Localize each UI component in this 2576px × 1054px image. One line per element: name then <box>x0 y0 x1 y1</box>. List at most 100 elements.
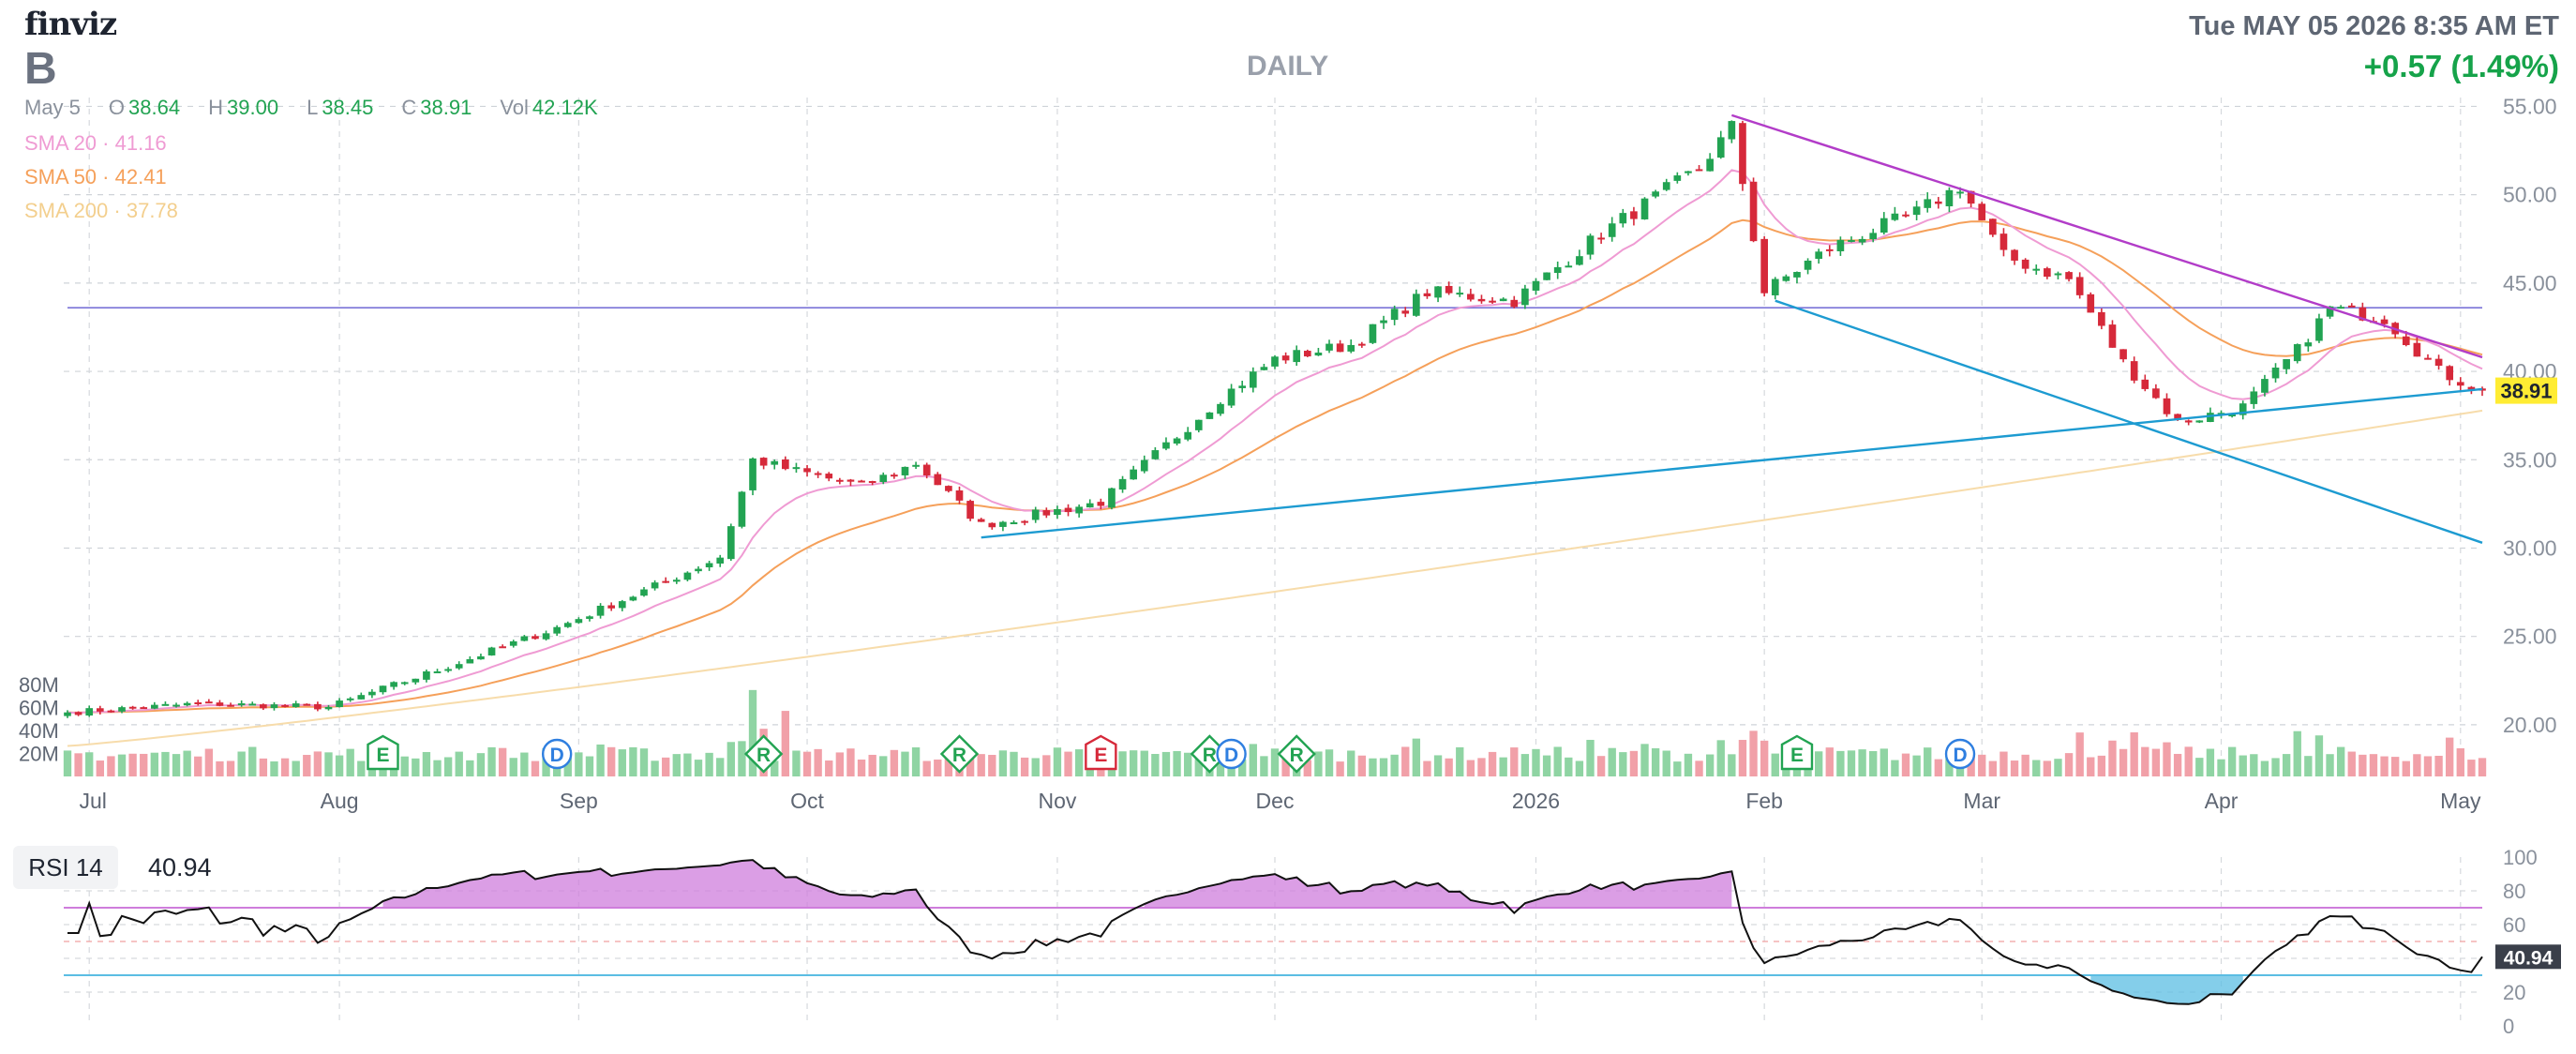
candle-body <box>1314 353 1323 356</box>
volume-bar <box>2478 758 2487 776</box>
volume-bar <box>1173 750 1181 776</box>
volume-bar <box>1542 755 1551 776</box>
volume-bar <box>1891 760 1899 776</box>
volume-bar <box>443 757 453 776</box>
candle <box>1836 236 1845 256</box>
candle-body <box>738 491 746 527</box>
volume-bar <box>1596 756 1606 776</box>
candle-body <box>379 685 387 693</box>
candle-body <box>2195 420 2204 423</box>
event-marker-rating[interactable]: R <box>1277 734 1316 774</box>
candle-body <box>1227 388 1236 406</box>
candle <box>455 661 463 670</box>
candle-body <box>1162 442 1170 449</box>
sma50-legend[interactable]: SMA 50 · 42.41 <box>24 165 167 188</box>
rating-icon <box>1277 734 1316 774</box>
volume-bar <box>2075 732 2084 776</box>
candle <box>1293 345 1301 367</box>
candle-body <box>2283 359 2290 369</box>
volume-bar <box>748 689 757 776</box>
event-marker-dividend[interactable]: D <box>541 738 573 770</box>
candle-body <box>2326 306 2334 317</box>
candle-body <box>2424 357 2432 360</box>
event-marker-rating[interactable]: R <box>1190 734 1230 774</box>
price-tick-label: 55.00 <box>2503 94 2557 118</box>
candle-body <box>618 601 626 609</box>
volume-bar <box>107 756 115 776</box>
sma200-legend[interactable]: SMA 200 · 37.78 <box>24 199 178 222</box>
candle-body <box>1194 419 1203 430</box>
candle-body <box>1499 298 1507 302</box>
candle <box>118 705 126 714</box>
candle-body <box>629 596 637 601</box>
candle-body <box>2141 379 2149 389</box>
candle <box>1804 258 1812 275</box>
candle <box>444 667 452 673</box>
volume-bar <box>2173 753 2182 776</box>
candle-body <box>1619 213 1627 224</box>
candle <box>1640 197 1649 220</box>
candle <box>1401 307 1410 318</box>
candle <box>466 655 474 664</box>
event-marker-rating[interactable]: R <box>939 734 980 774</box>
volume-bar <box>1347 750 1355 776</box>
candle <box>1357 341 1366 348</box>
event-marker-label: D <box>1953 745 1967 766</box>
volume-bar <box>1934 759 1942 776</box>
volume-bar <box>651 760 659 776</box>
volume-bar <box>672 754 681 776</box>
candle <box>357 692 366 700</box>
rsi-label[interactable]: RSI 14 <box>13 846 118 889</box>
candle <box>596 603 605 619</box>
candle-body <box>586 616 593 619</box>
volume-bar <box>1477 758 1486 776</box>
event-marker-dividend[interactable]: D <box>1216 738 1247 770</box>
candle <box>1336 339 1344 353</box>
volume-bar <box>2195 758 2204 776</box>
candle <box>2119 349 2127 363</box>
candle-body <box>1543 272 1550 280</box>
candle-body <box>172 704 180 707</box>
finviz-logo[interactable]: finviz <box>24 6 117 43</box>
volume-bar <box>2250 754 2258 776</box>
volume-bar <box>1499 757 1507 776</box>
close-value: 38.91 <box>420 96 472 119</box>
price-tick-label: 35.00 <box>2503 447 2557 472</box>
event-marker-dividend[interactable]: D <box>1944 738 1976 770</box>
candle-body <box>1206 412 1214 419</box>
candle-body <box>662 580 670 583</box>
candle <box>1303 349 1311 357</box>
volume-bar <box>1336 761 1344 776</box>
event-marker-earnings[interactable]: E <box>367 734 399 771</box>
candle <box>2424 354 2432 360</box>
candle <box>2304 339 2313 353</box>
volume-bar <box>1836 750 1845 776</box>
candle <box>324 704 333 711</box>
candle-body <box>1369 324 1377 343</box>
rsi-line <box>67 859 2483 1005</box>
event-marker-earnings[interactable]: E <box>1780 734 1814 771</box>
x-tick-label: Feb <box>1745 789 1783 813</box>
volume-bar <box>1738 740 1747 776</box>
sma20-legend[interactable]: SMA 20 · 41.16 <box>24 131 167 155</box>
datetime-label: Tue MAY 05 2026 8:35 AM ET <box>2189 11 2559 41</box>
volume-bar <box>1270 748 1280 776</box>
event-marker-earnings_neg[interactable]: E <box>1085 734 1117 771</box>
candle-body <box>1652 191 1659 197</box>
volume-bar <box>934 759 942 776</box>
candle <box>542 630 550 641</box>
candle <box>1184 427 1192 442</box>
candle-body <box>1848 239 1855 242</box>
candle-body <box>1336 343 1344 353</box>
candle <box>2315 313 2323 343</box>
candle-body <box>270 704 278 709</box>
event-marker-rating[interactable]: R <box>743 734 784 774</box>
volume-bar <box>2119 748 2128 776</box>
candle-body <box>1565 265 1573 268</box>
x-tick-label: Oct <box>790 789 824 813</box>
event-marker-label: R <box>756 745 771 766</box>
candle-body <box>1064 507 1072 513</box>
candle <box>2152 384 2160 399</box>
